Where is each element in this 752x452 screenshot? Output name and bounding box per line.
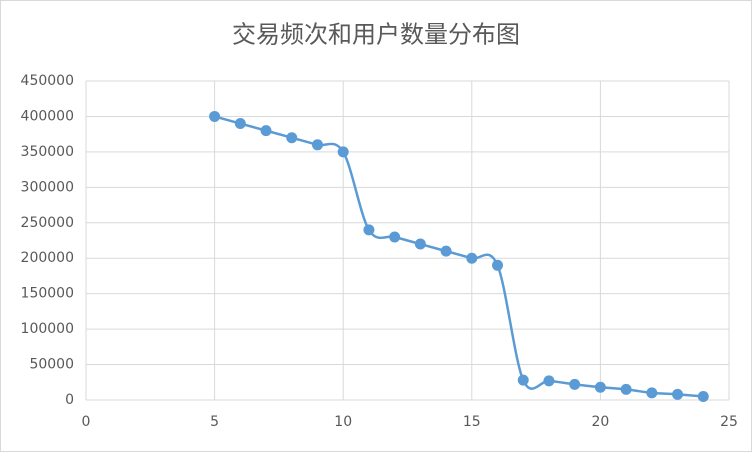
data-point <box>414 238 426 250</box>
y-tick-label: 150000 <box>21 286 74 302</box>
x-tick-label: 25 <box>720 414 738 430</box>
data-point <box>620 383 632 395</box>
y-tick-label: 0 <box>65 392 74 408</box>
data-point <box>311 139 323 151</box>
data-point <box>517 374 529 386</box>
y-tick-label: 350000 <box>21 144 74 160</box>
data-point <box>363 224 375 236</box>
x-tick-label: 10 <box>334 414 352 430</box>
data-point <box>389 231 401 243</box>
chart-title: 交易频次和用户数量分布图 <box>232 21 520 49</box>
data-point <box>234 118 246 130</box>
data-point <box>286 132 298 144</box>
data-point <box>697 390 709 402</box>
data-point <box>672 388 684 400</box>
x-tick-label: 20 <box>591 414 609 430</box>
data-point <box>543 375 555 387</box>
data-point <box>209 110 221 122</box>
y-tick-label: 100000 <box>21 321 74 337</box>
data-point <box>492 259 504 271</box>
data-point <box>260 125 272 137</box>
data-point <box>646 387 658 399</box>
y-tick-label: 300000 <box>21 179 74 195</box>
data-point <box>466 252 478 264</box>
data-point <box>440 245 452 257</box>
y-tick-label: 450000 <box>21 73 74 89</box>
x-tick-label: 5 <box>210 414 219 430</box>
y-tick-label: 250000 <box>21 215 74 231</box>
y-tick-label: 400000 <box>21 108 74 124</box>
data-point <box>594 381 606 393</box>
data-point <box>337 146 349 158</box>
x-tick-label: 15 <box>463 414 481 430</box>
y-tick-label: 200000 <box>21 250 74 266</box>
y-tick-label: 50000 <box>29 357 74 373</box>
data-point <box>569 378 581 390</box>
x-tick-label: 0 <box>82 414 91 430</box>
